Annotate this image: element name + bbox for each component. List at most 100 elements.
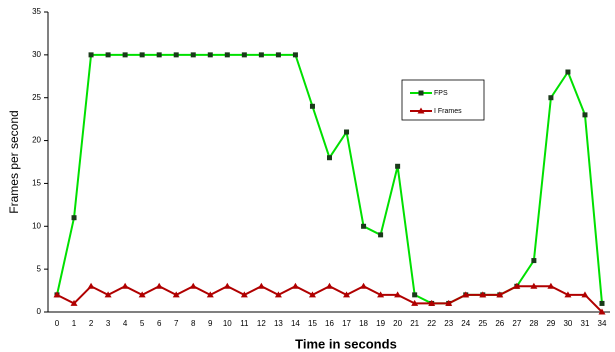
y-tick-label: 35 xyxy=(32,7,41,16)
x-tick-label: 22 xyxy=(427,319,436,328)
y-tick-label: 0 xyxy=(37,307,42,316)
point xyxy=(599,300,605,306)
x-tick-label: 20 xyxy=(393,319,402,328)
point xyxy=(257,282,265,289)
y-tick-label: 30 xyxy=(32,50,41,59)
y-axis-title: Frames per second xyxy=(7,110,21,213)
x-tick-label: 8 xyxy=(191,319,196,328)
point xyxy=(206,291,214,298)
point xyxy=(513,282,521,289)
x-tick-label: 12 xyxy=(257,319,266,328)
x-tick-label: 28 xyxy=(529,319,538,328)
x-tick-label: 27 xyxy=(512,319,521,328)
point xyxy=(428,299,436,306)
point xyxy=(275,52,281,58)
x-tick-label: 4 xyxy=(123,319,128,328)
point xyxy=(71,215,77,221)
x-tick-label: 23 xyxy=(444,319,453,328)
point xyxy=(240,291,248,298)
point xyxy=(156,52,162,58)
x-tick-label: 10 xyxy=(223,319,232,328)
point xyxy=(223,282,231,289)
point xyxy=(327,155,332,161)
point xyxy=(172,291,180,298)
point xyxy=(479,291,487,298)
point xyxy=(241,52,247,58)
point xyxy=(344,129,350,135)
x-tick-label: 18 xyxy=(359,319,368,328)
point xyxy=(155,282,163,289)
series-line xyxy=(56,53,603,305)
point xyxy=(395,163,401,169)
point xyxy=(531,258,537,264)
point xyxy=(326,282,333,289)
point xyxy=(581,291,589,298)
legend-marker xyxy=(417,107,425,114)
point xyxy=(308,291,316,298)
x-tick-label: 5 xyxy=(140,319,145,328)
x-tick-label: 7 xyxy=(174,319,179,328)
x-tick-label: 25 xyxy=(478,319,487,328)
y-tick-label: 10 xyxy=(32,221,41,230)
point xyxy=(138,291,146,298)
point xyxy=(189,282,197,289)
point xyxy=(121,282,129,289)
point xyxy=(564,291,572,298)
y-tick-label: 20 xyxy=(32,136,41,145)
point xyxy=(411,299,419,306)
point xyxy=(105,52,111,58)
point xyxy=(258,52,264,58)
legend-label: I Frames xyxy=(434,108,462,115)
point xyxy=(462,291,470,298)
point xyxy=(565,69,571,75)
point xyxy=(173,52,179,58)
point xyxy=(377,291,385,298)
point xyxy=(360,282,368,289)
x-tick-label: 6 xyxy=(157,319,162,328)
point xyxy=(274,291,282,298)
point xyxy=(292,52,298,58)
point xyxy=(70,299,78,306)
x-tick-label: 34 xyxy=(598,319,607,328)
point xyxy=(445,299,453,306)
point xyxy=(582,112,588,118)
x-tick-label: 19 xyxy=(376,319,385,328)
y-tick-label: 15 xyxy=(32,179,41,188)
point xyxy=(547,282,555,289)
legend-label: FPS xyxy=(434,90,448,97)
point xyxy=(122,52,128,58)
legend-marker xyxy=(418,90,424,96)
x-tick-label: 17 xyxy=(342,319,351,328)
point xyxy=(190,52,196,58)
point xyxy=(548,95,554,101)
x-tick-label: 2 xyxy=(89,319,94,328)
y-tick-label: 5 xyxy=(37,264,42,273)
x-tick-label: 15 xyxy=(308,319,317,328)
point xyxy=(87,282,95,289)
point xyxy=(291,282,299,289)
x-tick-label: 21 xyxy=(410,319,419,328)
x-tick-label: 13 xyxy=(274,319,283,328)
point xyxy=(361,223,367,229)
point xyxy=(530,282,538,289)
point xyxy=(53,291,61,298)
x-tick-label: 26 xyxy=(495,319,504,328)
y-tick-label: 25 xyxy=(32,93,41,102)
point xyxy=(394,291,402,298)
x-tick-label: 0 xyxy=(55,319,60,328)
x-tick-label: 9 xyxy=(208,319,213,328)
point xyxy=(496,291,504,298)
point xyxy=(139,52,145,58)
point xyxy=(412,292,418,298)
point xyxy=(309,103,315,109)
legend-box xyxy=(401,79,485,121)
x-tick-label: 29 xyxy=(546,319,555,328)
x-tick-label: 16 xyxy=(325,319,334,328)
point xyxy=(598,308,606,315)
point xyxy=(104,291,112,298)
point xyxy=(207,52,213,58)
point xyxy=(378,232,384,238)
series-line xyxy=(56,285,603,313)
x-tick-label: 30 xyxy=(563,319,572,328)
